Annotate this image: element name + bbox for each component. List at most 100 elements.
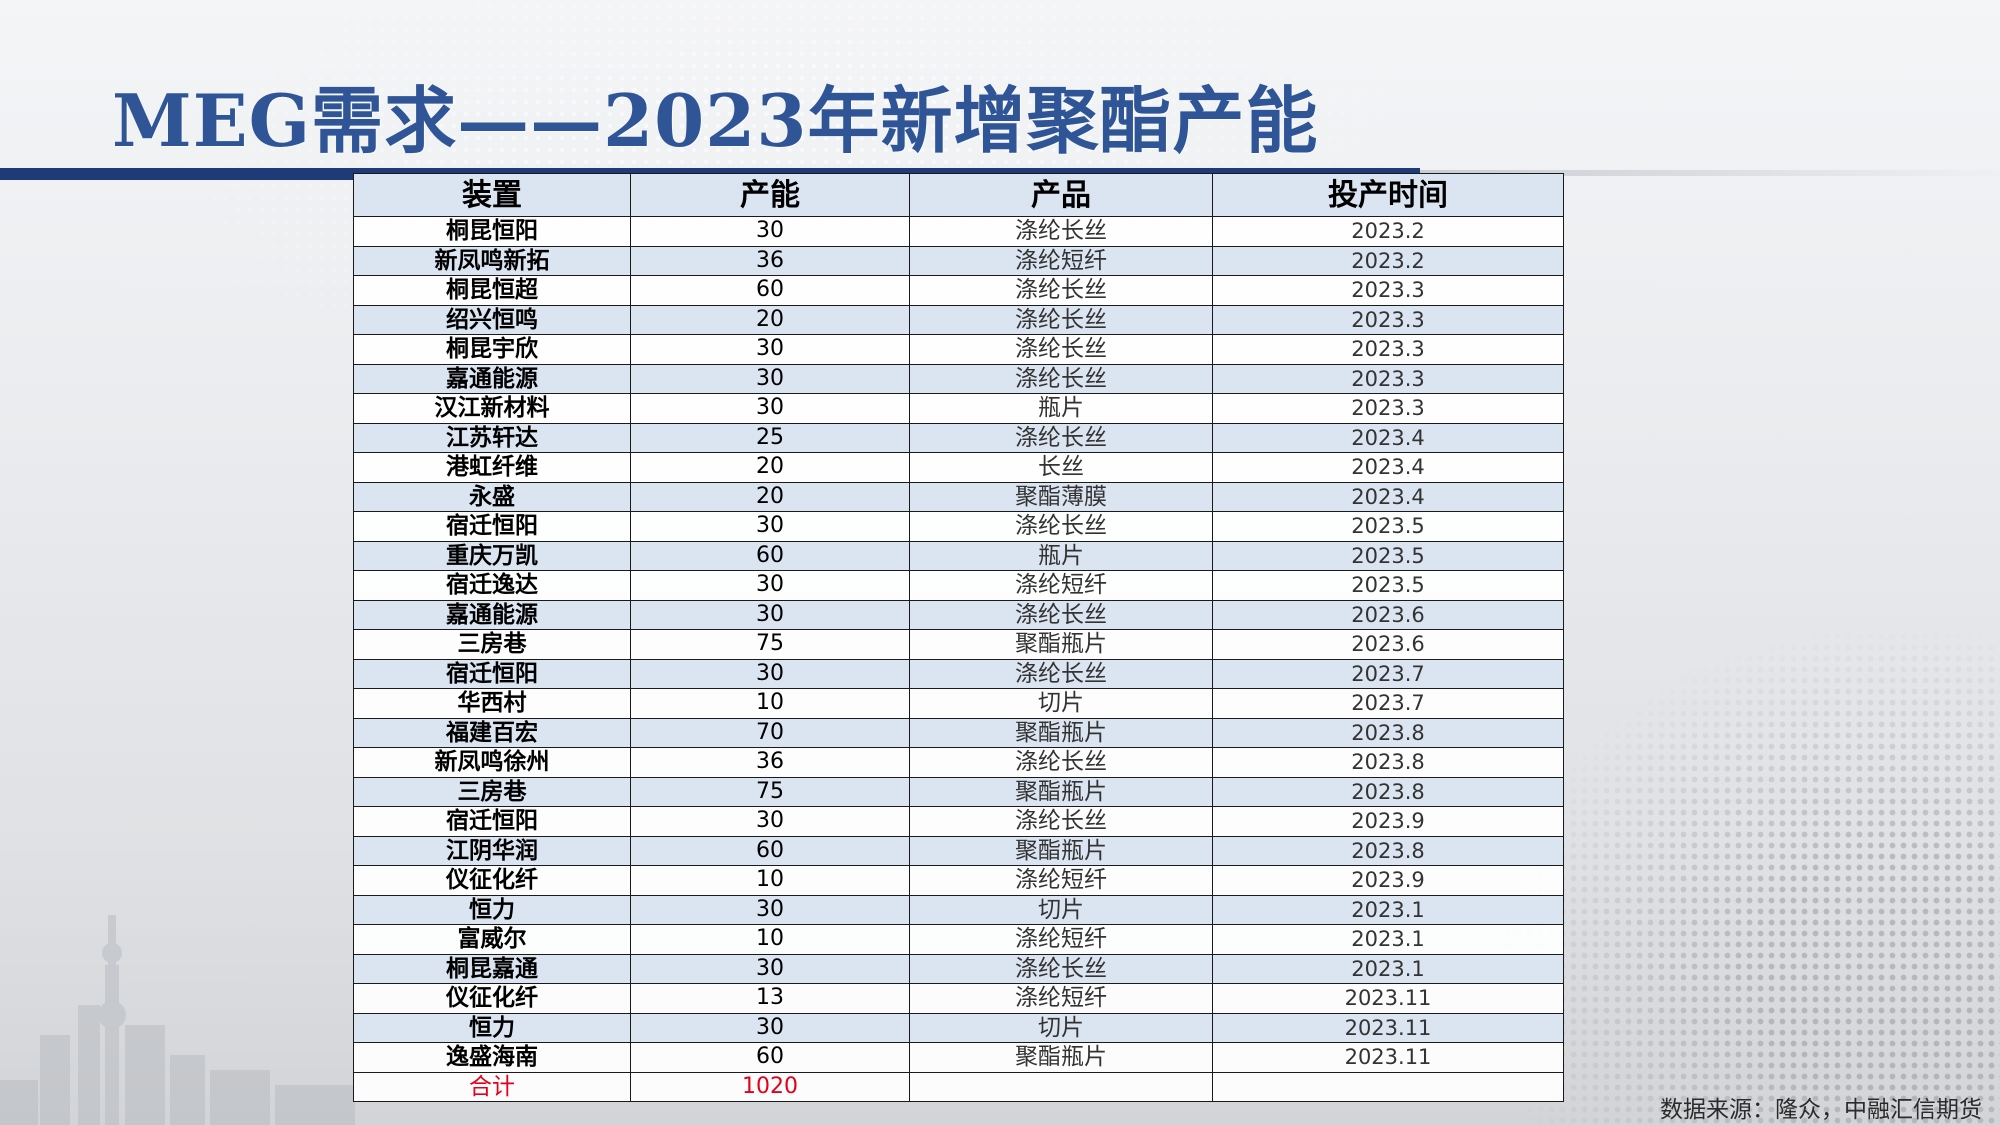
cell-product: 聚酯薄膜 — [909, 481, 1213, 512]
cell-product: 涤纶长丝 — [909, 216, 1213, 247]
cell-plant: 福建百宏 — [353, 717, 631, 748]
cell-plant: 桐昆恒超 — [353, 275, 631, 306]
cell-plant: 新凤鸣新拓 — [353, 245, 631, 276]
cell-capacity: 30 — [630, 894, 910, 925]
table-row: 永盛 20 聚酯薄膜 2023.4 — [353, 481, 1564, 512]
cell-product: 聚酯瓶片 — [909, 629, 1213, 660]
cell-capacity: 20 — [630, 481, 910, 512]
cell-capacity: 10 — [630, 924, 910, 955]
cell-product: 涤纶短纤 — [909, 924, 1213, 955]
cell-plant: 江阴华润 — [353, 835, 631, 866]
header-capacity: 产能 — [630, 173, 910, 217]
cell-capacity: 30 — [630, 334, 910, 365]
capacity-table: 装置 产能 产品 投产时间 桐昆恒阳 30 涤纶长丝 2023.2 新凤鸣新拓 36 涤纶短… — [353, 173, 1564, 1102]
cell-product: 涤纶长丝 — [909, 511, 1213, 542]
cell-capacity: 30 — [630, 216, 910, 247]
cell-capacity: 25 — [630, 422, 910, 453]
cell-product: 涤纶短纤 — [909, 983, 1213, 1014]
cell-plant: 三房巷 — [353, 629, 631, 660]
cell-product: 瓶片 — [909, 540, 1213, 571]
table-row: 仪征化纤 10 涤纶短纤 2023.9 — [353, 865, 1564, 896]
cell-capacity: 20 — [630, 304, 910, 335]
cell-product: 切片 — [909, 1012, 1213, 1043]
table-total-row: 合计 1020 — [353, 1071, 1564, 1102]
cell-start-date: 2023.3 — [1212, 334, 1564, 365]
cell-product: 涤纶长丝 — [909, 363, 1213, 394]
cell-plant: 重庆万凯 — [353, 540, 631, 571]
table-row: 富威尔 10 涤纶短纤 2023.1 — [353, 924, 1564, 955]
cell-plant: 宿迁逸达 — [353, 570, 631, 601]
cell-product: 涤纶短纤 — [909, 570, 1213, 601]
cell-capacity: 13 — [630, 983, 910, 1014]
cell-start-date: 2023.6 — [1212, 629, 1564, 660]
cell-capacity: 30 — [630, 1012, 910, 1043]
cell-plant: 宿迁恒阳 — [353, 511, 631, 542]
header-product: 产品 — [909, 173, 1213, 217]
cell-capacity: 36 — [630, 245, 910, 276]
table-row: 恒力 30 切片 2023.1 — [353, 894, 1564, 925]
cell-start-date: 2023.3 — [1212, 275, 1564, 306]
cell-product: 涤纶长丝 — [909, 304, 1213, 335]
background-dot-pattern — [1480, 620, 2000, 1125]
cell-start-date: 2023.11 — [1212, 1042, 1564, 1073]
cell-product: 涤纶长丝 — [909, 275, 1213, 306]
cell-plant: 三房巷 — [353, 776, 631, 807]
table-header-row: 装置 产能 产品 投产时间 — [353, 173, 1564, 217]
cell-capacity: 75 — [630, 629, 910, 660]
table-row: 福建百宏 70 聚酯瓶片 2023.8 — [353, 717, 1564, 748]
cell-capacity: 30 — [630, 599, 910, 630]
table-row: 重庆万凯 60 瓶片 2023.5 — [353, 540, 1564, 571]
cell-plant: 嘉通能源 — [353, 363, 631, 394]
cell-start-date: 2023.8 — [1212, 717, 1564, 748]
cell-product: 聚酯瓶片 — [909, 776, 1213, 807]
cell-capacity: 30 — [630, 363, 910, 394]
cell-start-date: 2023.5 — [1212, 511, 1564, 542]
cell-capacity: 60 — [630, 1042, 910, 1073]
title-band: MEG需求——2023年新增聚酯产能 — [0, 0, 2000, 180]
cell-start-date: 2023.8 — [1212, 835, 1564, 866]
cell-plant: 桐昆恒阳 — [353, 216, 631, 247]
table-row: 逸盛海南 60 聚酯瓶片 2023.11 — [353, 1042, 1564, 1073]
cell-product: 聚酯瓶片 — [909, 835, 1213, 866]
cell-plant: 仪征化纤 — [353, 983, 631, 1014]
cell-start-date: 2023.3 — [1212, 393, 1564, 424]
cell-plant: 恒力 — [353, 1012, 631, 1043]
cell-product: 涤纶长丝 — [909, 953, 1213, 984]
cell-product: 切片 — [909, 894, 1213, 925]
table-row: 绍兴恒鸣 20 涤纶长丝 2023.3 — [353, 304, 1564, 335]
table-row: 新凤鸣徐州 36 涤纶长丝 2023.8 — [353, 747, 1564, 778]
cell-plant: 宿迁恒阳 — [353, 806, 631, 837]
cell-capacity: 70 — [630, 717, 910, 748]
total-product — [909, 1071, 1213, 1102]
cell-start-date: 2023.2 — [1212, 245, 1564, 276]
total-label: 合计 — [353, 1071, 631, 1102]
cell-product: 涤纶短纤 — [909, 865, 1213, 896]
cell-product: 涤纶长丝 — [909, 806, 1213, 837]
cell-plant: 华西村 — [353, 688, 631, 719]
table-row: 嘉通能源 30 涤纶长丝 2023.3 — [353, 363, 1564, 394]
cell-plant: 桐昆嘉通 — [353, 953, 631, 984]
table-row: 桐昆嘉通 30 涤纶长丝 2023.1 — [353, 953, 1564, 984]
cell-product: 涤纶短纤 — [909, 245, 1213, 276]
cell-plant: 江苏轩达 — [353, 422, 631, 453]
cell-capacity: 10 — [630, 865, 910, 896]
cell-product: 涤纶长丝 — [909, 422, 1213, 453]
table-row: 宿迁恒阳 30 涤纶长丝 2023.7 — [353, 658, 1564, 689]
cell-plant: 新凤鸣徐州 — [353, 747, 631, 778]
background-skyline — [0, 915, 355, 1125]
table-row: 三房巷 75 聚酯瓶片 2023.6 — [353, 629, 1564, 660]
table-row: 恒力 30 切片 2023.11 — [353, 1012, 1564, 1043]
cell-start-date: 2023.1 — [1212, 953, 1564, 984]
cell-capacity: 10 — [630, 688, 910, 719]
cell-start-date: 2023.4 — [1212, 481, 1564, 512]
cell-product: 涤纶长丝 — [909, 747, 1213, 778]
cell-start-date: 2023.8 — [1212, 747, 1564, 778]
total-date — [1212, 1071, 1564, 1102]
cell-start-date: 2023.3 — [1212, 363, 1564, 394]
cell-start-date: 2023.4 — [1212, 452, 1564, 483]
table-row: 三房巷 75 聚酯瓶片 2023.8 — [353, 776, 1564, 807]
cell-start-date: 2023.7 — [1212, 688, 1564, 719]
table-row: 江苏轩达 25 涤纶长丝 2023.4 — [353, 422, 1564, 453]
table-row: 仪征化纤 13 涤纶短纤 2023.11 — [353, 983, 1564, 1014]
cell-capacity: 36 — [630, 747, 910, 778]
